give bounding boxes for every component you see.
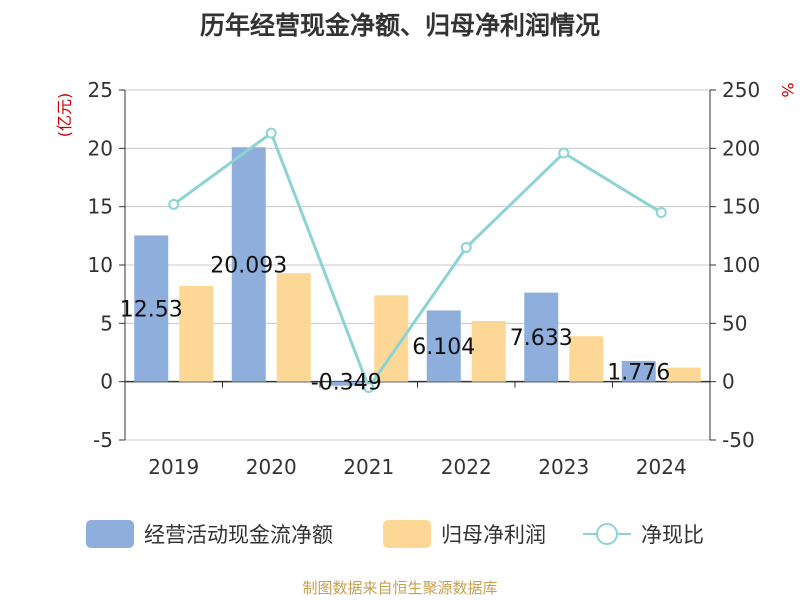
right-axis-unit: %	[778, 82, 797, 97]
bar-netprofit	[471, 321, 506, 382]
data-label-cashflow: -0.349	[311, 371, 382, 396]
legend-swatch-cashflow	[86, 520, 134, 548]
legend-label-netprofit: 归母净利润	[441, 523, 546, 547]
right-tick-label: 100	[722, 253, 760, 277]
ratio-point	[265, 127, 277, 139]
bars	[134, 147, 701, 386]
x-tick-label: 2020	[246, 455, 297, 479]
bar-cashflow	[134, 235, 169, 382]
right-tick-label: -50	[722, 428, 755, 452]
ratio-point	[363, 382, 375, 393]
left-tick-label: 15	[88, 195, 113, 219]
x-tick-label: 2023	[538, 455, 589, 479]
bar-cashflow	[621, 360, 656, 382]
x-tick-label: 2019	[148, 455, 199, 479]
ratio-point	[655, 207, 667, 218]
right-tick-label: 250	[722, 78, 760, 102]
ratio-point	[558, 147, 570, 159]
left-axis-unit: (亿元)	[55, 93, 74, 138]
data-labels: 12.53 20.093 -0.349 6.104 7.633 1.776	[120, 253, 670, 395]
left-tick-label: 20	[88, 136, 113, 160]
right-tick-label: 200	[722, 136, 760, 160]
data-label-cashflow: 6.104	[412, 335, 475, 360]
left-tick-label: 10	[88, 253, 113, 277]
data-label-cashflow: 20.093	[210, 253, 287, 278]
data-label-cashflow: 12.53	[120, 298, 183, 323]
source-note: 制图数据来自恒生聚源数据库	[302, 579, 498, 597]
bar-netprofit	[569, 336, 604, 382]
legend-item-netprofit[interactable]: 归母净利润	[383, 519, 546, 549]
data-label-cashflow: 7.633	[510, 326, 573, 351]
chart-title: 历年经营现金净额、归母净利润情况	[199, 11, 600, 40]
data-label-cashflow: 1.776	[607, 360, 670, 385]
ratio-line-path	[172, 130, 663, 391]
legend-item-ratio[interactable]: 净现比	[583, 519, 704, 549]
left-tick-label: 5	[100, 311, 113, 335]
right-tick-label: 50	[722, 311, 747, 335]
legend-item-cashflow[interactable]: 经营活动现金流净额	[86, 519, 333, 549]
right-tick-label: 0	[722, 370, 735, 394]
bar-cashflow	[524, 292, 559, 382]
bar-netprofit	[179, 286, 214, 382]
bar-cashflow	[426, 310, 461, 382]
legend-swatch-ratio	[583, 520, 631, 548]
x-tick-label: 2022	[441, 455, 492, 479]
left-tick-label: 0	[100, 370, 113, 394]
x-tick-label: 2021	[343, 455, 394, 479]
bar-netprofit	[276, 273, 311, 382]
ratio-line	[168, 127, 667, 393]
bar-netprofit	[666, 367, 701, 382]
bar-cashflow	[231, 147, 266, 382]
legend-swatch-netprofit	[383, 520, 431, 548]
legend-label-ratio: 净现比	[641, 523, 704, 547]
right-tick-label: 150	[722, 195, 760, 219]
ratio-point	[460, 242, 472, 253]
left-tick-label: -5	[93, 428, 113, 452]
left-tick-label: 25	[88, 78, 113, 102]
bar-cashflow	[329, 381, 364, 386]
ratio-point	[168, 198, 180, 210]
legend-label-cashflow: 经营活动现金流净额	[144, 523, 333, 547]
x-tick-label: 2024	[636, 455, 687, 479]
